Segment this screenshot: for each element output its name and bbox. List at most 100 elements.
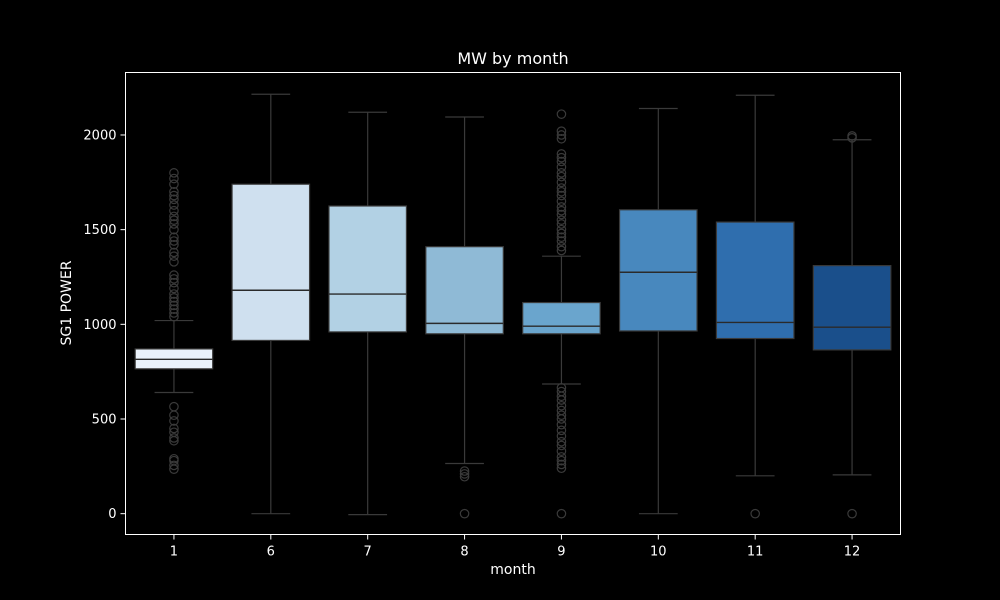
outlier-point xyxy=(556,419,567,430)
outlier-point xyxy=(556,382,567,393)
outlier-point xyxy=(169,410,179,421)
outlier-point xyxy=(169,179,179,190)
outlier-point xyxy=(169,240,179,250)
outlier-point xyxy=(169,401,179,412)
outlier-point xyxy=(169,293,179,303)
outlier-point xyxy=(169,224,179,235)
y-axis: 0 500 1000 1500 2000 xyxy=(83,128,126,522)
outlier-point xyxy=(556,245,567,256)
x-tick-label: 6 xyxy=(267,545,275,560)
box-iqr xyxy=(812,265,892,351)
outlier-point xyxy=(169,215,179,225)
box-group-month-9 xyxy=(522,109,601,519)
outlier-point xyxy=(556,400,567,411)
y-tick-label: 0 xyxy=(108,507,116,522)
x-tick-label: 10 xyxy=(650,545,667,560)
outlier-point xyxy=(556,186,567,197)
box-iqr xyxy=(715,221,795,340)
outlier-point xyxy=(169,186,179,197)
x-axis: 1 6 7 8 9 10 11 12 xyxy=(170,534,860,560)
outlier-point xyxy=(169,311,179,322)
outlier-point xyxy=(556,228,567,239)
y-axis-label: SG1 POWER xyxy=(59,260,75,345)
box-iqr xyxy=(231,183,311,342)
outlier-point xyxy=(169,427,179,438)
outlier-point xyxy=(169,274,179,284)
outlier-point xyxy=(556,224,567,235)
outlier-point xyxy=(556,202,567,212)
y-tick-label: 500 xyxy=(92,413,117,428)
outlier-point xyxy=(169,300,179,311)
box-group-month-1 xyxy=(134,168,214,474)
x-tick-label: 8 xyxy=(460,545,468,560)
box-iqr xyxy=(425,246,504,335)
outlier-point xyxy=(169,277,179,288)
outlier-point xyxy=(556,405,567,416)
outlier-point xyxy=(847,131,857,141)
outlier-point xyxy=(169,423,179,434)
outlier-point xyxy=(556,205,567,216)
outlier-point xyxy=(556,440,567,451)
outlier-point xyxy=(750,508,760,519)
outlier-point xyxy=(556,446,567,456)
outlier-point xyxy=(556,109,567,119)
outlier-point xyxy=(459,508,470,519)
outlier-point xyxy=(169,289,179,299)
outlier-point xyxy=(556,149,567,159)
outlier-point xyxy=(556,455,567,466)
plot-area xyxy=(134,93,892,519)
box-group-month-10 xyxy=(618,107,698,515)
outlier-point xyxy=(169,283,179,294)
box-group-month-12 xyxy=(812,131,892,519)
outlier-point xyxy=(556,431,567,441)
outlier-point xyxy=(556,209,567,220)
outlier-point xyxy=(556,219,567,229)
box-group-month-8 xyxy=(425,116,504,519)
outlier-point xyxy=(847,508,857,519)
x-tick-label: 7 xyxy=(364,545,372,560)
outlier-point xyxy=(169,194,179,205)
x-tick-label: 11 xyxy=(747,545,764,560)
outlier-point xyxy=(556,183,567,193)
outlier-point xyxy=(169,200,179,210)
outlier-point xyxy=(556,463,567,474)
outlier-point xyxy=(169,270,179,280)
box-group-month-11 xyxy=(715,94,795,519)
outlier-point xyxy=(169,308,179,318)
y-tick-label: 1500 xyxy=(83,223,116,238)
outlier-point xyxy=(556,410,567,421)
outlier-point xyxy=(169,296,179,307)
outlier-point xyxy=(556,452,567,462)
outlier-point xyxy=(169,211,179,222)
outlier-point xyxy=(556,241,567,252)
outlier-point xyxy=(556,126,567,136)
outlier-point xyxy=(556,162,567,172)
outlier-point xyxy=(556,459,567,470)
outlier-point xyxy=(556,232,567,243)
outlier-point xyxy=(556,436,567,447)
outlier-point xyxy=(556,386,567,397)
outlier-point xyxy=(169,304,179,314)
outlier-point xyxy=(169,236,179,246)
outlier-point xyxy=(169,173,179,184)
box-iqr xyxy=(328,205,408,333)
outlier-point xyxy=(169,205,179,216)
outlier-point xyxy=(169,190,179,201)
outlier-point xyxy=(556,171,567,182)
outlier-point xyxy=(556,152,567,163)
outlier-point xyxy=(459,466,470,476)
outlier-point xyxy=(169,257,179,267)
box-group-month-7 xyxy=(328,111,408,516)
outlier-point xyxy=(556,425,567,436)
outlier-point xyxy=(556,236,567,246)
outlier-point xyxy=(556,215,567,225)
outlier-point xyxy=(169,251,179,261)
outlier-point xyxy=(169,168,179,178)
outlier-point xyxy=(169,453,179,464)
outlier-point xyxy=(169,460,179,471)
outlier-point xyxy=(169,416,179,426)
chart-title: MW by month xyxy=(457,49,568,68)
x-axis-label: month xyxy=(490,562,535,578)
box-iqr xyxy=(522,301,601,335)
